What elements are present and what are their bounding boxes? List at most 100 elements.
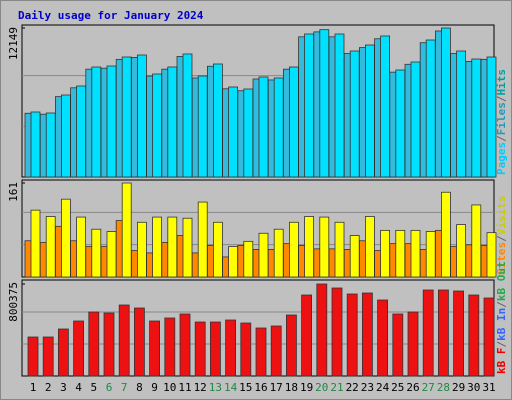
x-tick-label: 14 bbox=[224, 381, 238, 394]
x-tick-label: 18 bbox=[285, 381, 298, 394]
bar bbox=[380, 35, 391, 178]
bar bbox=[316, 283, 328, 377]
bar bbox=[425, 39, 436, 178]
x-tick-label: 5 bbox=[90, 381, 97, 394]
bar bbox=[346, 293, 358, 377]
bar bbox=[58, 328, 69, 377]
bar bbox=[425, 231, 436, 278]
x-tick-label: 10 bbox=[163, 381, 176, 394]
bar bbox=[243, 240, 254, 278]
bar bbox=[30, 111, 41, 178]
bar bbox=[380, 229, 391, 278]
bar bbox=[136, 221, 147, 278]
bar bbox=[437, 289, 449, 377]
bar bbox=[258, 76, 269, 178]
bar bbox=[76, 216, 86, 278]
y-tick-label: 12149 bbox=[7, 27, 20, 60]
x-tick-label: 31 bbox=[482, 381, 495, 394]
y-tick-label: 800375 bbox=[7, 282, 20, 322]
x-tick-label: 7 bbox=[121, 381, 128, 394]
x-tick-label: 20 bbox=[315, 381, 328, 394]
bar bbox=[136, 54, 147, 178]
bar bbox=[288, 66, 299, 178]
legend-separator: / bbox=[495, 95, 508, 102]
bar bbox=[121, 56, 132, 178]
bar bbox=[407, 311, 419, 377]
legend-entry: kB Out bbox=[495, 261, 508, 301]
bar bbox=[121, 182, 132, 278]
bar bbox=[91, 66, 102, 178]
bar bbox=[440, 191, 451, 278]
x-tick-label: 19 bbox=[300, 381, 313, 394]
bar bbox=[243, 88, 254, 178]
legend-entry: Sites bbox=[495, 242, 508, 275]
x-tick-label: 28 bbox=[437, 381, 450, 394]
bar bbox=[240, 322, 252, 377]
bar bbox=[334, 33, 345, 178]
bar bbox=[301, 294, 313, 377]
legend-separator: / bbox=[495, 301, 508, 308]
bar bbox=[45, 216, 56, 278]
legend-entry: kB F bbox=[495, 348, 508, 375]
bar bbox=[164, 317, 176, 377]
legend-entry: Pages bbox=[495, 142, 508, 175]
bar bbox=[76, 85, 86, 178]
x-tick-label: 29 bbox=[452, 381, 465, 394]
bar bbox=[483, 297, 495, 377]
x-tick-label: 1 bbox=[30, 381, 37, 394]
legend: kB F/kB In/kB Out bbox=[495, 261, 508, 374]
bar bbox=[331, 287, 343, 377]
bar bbox=[133, 307, 145, 377]
bar bbox=[212, 63, 223, 178]
bar bbox=[106, 65, 117, 178]
bar bbox=[225, 319, 237, 377]
bar bbox=[364, 44, 375, 178]
x-tick-label: 27 bbox=[422, 381, 435, 394]
legend-separator: / bbox=[495, 235, 508, 242]
bar bbox=[197, 201, 208, 278]
x-tick-label: 8 bbox=[136, 381, 143, 394]
y-tick-label: 161 bbox=[7, 182, 20, 202]
bar bbox=[361, 292, 373, 377]
bar bbox=[209, 321, 221, 377]
bar bbox=[285, 314, 297, 377]
bar bbox=[440, 27, 451, 178]
bar bbox=[456, 50, 467, 178]
bar bbox=[73, 320, 84, 377]
bar bbox=[152, 73, 163, 178]
x-tick-label: 25 bbox=[391, 381, 404, 394]
bar bbox=[273, 77, 284, 178]
bar bbox=[453, 290, 465, 377]
bar bbox=[410, 229, 421, 278]
bar bbox=[422, 289, 434, 377]
bar bbox=[304, 33, 315, 178]
legend-entry: Files bbox=[495, 102, 508, 135]
bar bbox=[270, 325, 282, 377]
x-tick-label: 11 bbox=[178, 381, 191, 394]
bar bbox=[167, 66, 178, 178]
bar bbox=[471, 58, 482, 178]
bar bbox=[471, 204, 482, 278]
bar bbox=[377, 299, 389, 377]
bar bbox=[255, 327, 267, 377]
x-tick-label: 24 bbox=[376, 381, 390, 394]
bar bbox=[118, 304, 130, 377]
x-tick-label: 21 bbox=[330, 381, 343, 394]
bar bbox=[392, 313, 404, 377]
bar bbox=[334, 221, 345, 278]
bar bbox=[319, 216, 330, 278]
bar bbox=[288, 221, 299, 278]
bar bbox=[45, 112, 56, 178]
bar bbox=[349, 235, 360, 278]
bar bbox=[304, 216, 315, 278]
legend: Sites/Visits bbox=[495, 196, 508, 276]
bar bbox=[486, 56, 497, 178]
bar bbox=[30, 209, 41, 278]
bar bbox=[194, 321, 206, 377]
x-tick-label: 9 bbox=[151, 381, 158, 394]
x-tick-label: 16 bbox=[254, 381, 267, 394]
legend-separator: / bbox=[495, 135, 508, 142]
bar bbox=[273, 228, 284, 278]
bar bbox=[61, 94, 71, 178]
bar bbox=[149, 320, 161, 377]
